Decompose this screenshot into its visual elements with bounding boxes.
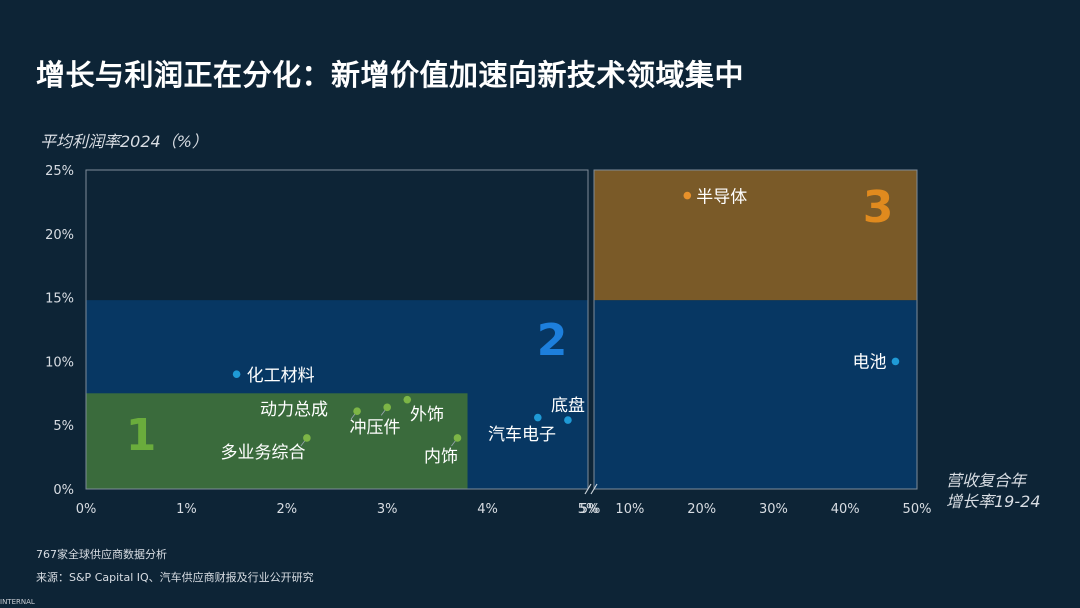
data-point-label: 冲压件 [350, 418, 401, 438]
zone-number-label: 2 [537, 315, 568, 366]
y-tick-label: 10% [45, 355, 74, 370]
left-panel-frame [85, 169, 589, 490]
x-tick-label: 2% [276, 502, 297, 517]
page-title: 增长与利润正在分化：新增价值加速向新技术领域集中 [36, 58, 745, 92]
zone-number-label: 3 [863, 182, 894, 233]
source-note: 来源：S&P Capital IQ、汽车供应商财报及行业公开研究 [36, 571, 314, 584]
data-point [534, 413, 542, 422]
x-axis-title-line1: 营收复合年 [946, 471, 1027, 490]
data-point-label: 电池 [852, 352, 886, 372]
y-tick-label: 0% [53, 483, 74, 498]
data-point-label: 外饰 [410, 405, 444, 425]
data-point-label: 多业务综合 [221, 443, 306, 463]
data-point-label: 动力总成 [260, 400, 328, 420]
y-tick-label: 5% [53, 419, 74, 434]
zone-2-right [594, 300, 917, 489]
data-point [564, 416, 572, 424]
x-tick-label: 0% [76, 502, 97, 517]
x-tick-label: 10% [615, 502, 644, 517]
data-point [383, 403, 392, 412]
data-point [232, 370, 241, 378]
x-tick-label: 20% [687, 502, 716, 517]
x-tick-label: 5% [578, 502, 599, 517]
x-tick-label: 1% [176, 502, 197, 517]
x-axis-title-line2: 增长率19-24 [946, 492, 1041, 511]
data-point [353, 407, 361, 415]
zone-1 [86, 393, 468, 489]
y-axis-title: 平均利润率2024（%） [40, 132, 208, 151]
data-point [891, 357, 900, 366]
classification-label: INTERNAL [0, 598, 35, 606]
y-tick-label: 15% [45, 292, 74, 307]
x-tick-label: 5% [580, 502, 601, 517]
zone-number-label: 1 [126, 410, 157, 461]
data-point [303, 434, 311, 442]
x-tick-label: 40% [831, 502, 860, 517]
x-tick-label: 4% [477, 502, 498, 517]
x-tick-label: 3% [377, 502, 398, 517]
data-point-label: 底盘 [551, 396, 585, 416]
x-tick-label: 50% [903, 502, 932, 517]
axis-break-mark [584, 483, 592, 495]
data-point-label: 化工材料 [247, 366, 315, 386]
x-axis-title: 营收复合年 增长率19-24 [946, 470, 1066, 512]
y-tick-label: 25% [45, 164, 74, 179]
data-point-label: 内饰 [424, 447, 458, 467]
data-point [683, 191, 692, 200]
sample-note: 767家全球供应商数据分析 [36, 548, 167, 561]
data-point-label: 半导体 [696, 188, 747, 208]
x-tick-label: 30% [759, 502, 788, 517]
y-tick-label: 20% [45, 228, 74, 243]
axis-break-mark [590, 483, 598, 495]
data-point [453, 434, 462, 442]
data-point [403, 395, 412, 404]
data-point-label: 汽车电子 [488, 425, 556, 445]
zone-3 [594, 170, 917, 301]
right-panel-frame [593, 169, 918, 490]
